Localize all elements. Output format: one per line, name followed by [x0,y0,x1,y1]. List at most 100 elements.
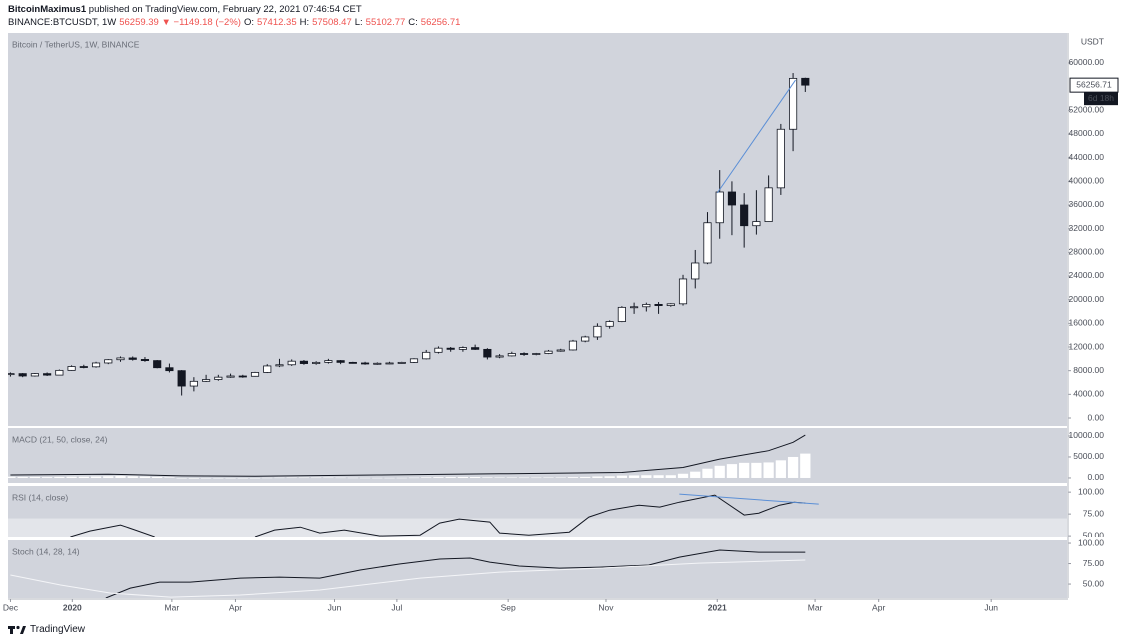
x-tick-label: Mar [165,602,180,612]
candle-body [8,373,15,376]
author: BitcoinMaximus1 [8,4,87,15]
candle-body [153,360,162,369]
candle-body [801,77,810,86]
candle-body [128,357,137,360]
pane-title: Bitcoin / TetherUS, 1W, BINANCE [12,39,140,49]
histogram-bar [103,476,114,478]
candle-body [140,359,150,362]
candle-body [348,361,357,364]
histogram-bar [262,477,273,479]
histogram-bar [543,477,554,478]
symbol-info: L: [354,17,363,28]
indicator-line [105,549,806,598]
candle-body [226,375,235,378]
histogram-bar [641,475,652,478]
x-tick-label: Apr [872,602,885,612]
y-tick-label: 12000.00 [1069,341,1105,351]
candle-body [593,325,602,338]
candle-body [556,349,565,352]
candle-body [666,303,675,306]
histogram-bar [152,476,163,478]
candle-body [483,348,492,358]
unit-label: USDT [1081,36,1104,46]
indicator-line [10,434,806,477]
candle-body [116,357,125,361]
histogram-bar [739,462,750,478]
histogram-bar [127,476,138,478]
y-tick-label: 100.00 [1078,486,1104,496]
symbol-info: 57412.35 [256,17,297,28]
y-tick-label: 0.00 [1087,472,1104,482]
histogram-bar [311,477,322,479]
y-tick-label: 75.00 [1083,508,1105,518]
candle-body [202,379,211,382]
candle-body [471,347,480,350]
candle-body [336,360,345,363]
symbol-info: H: [299,17,310,28]
trendline [716,79,796,194]
histogram-bar [8,476,16,478]
candle-body [458,347,467,350]
x-tick-label: Dec [3,602,19,612]
candle-body [752,221,761,227]
histogram-bar [616,475,628,478]
pane-background [8,33,1067,426]
candle-body [654,303,663,306]
histogram-bar [457,476,469,478]
histogram-bar [188,477,200,479]
y-tick-label: 20000.00 [1069,294,1105,304]
candle-body [189,380,198,387]
candle-body [789,77,798,130]
y-tick-label: 36000.00 [1069,199,1105,209]
histogram-bar [200,477,212,479]
histogram-bar [604,476,615,478]
candle-body [446,347,455,350]
publish-line: BitcoinMaximus1 published on TradingView… [8,3,463,16]
candle-body [519,353,529,355]
y-tick-label: 4000.00 [1073,389,1104,399]
candle-body [18,373,27,377]
histogram-bar [335,477,346,479]
candle-body [361,362,370,365]
histogram-bar [237,477,248,479]
histogram-bar [372,477,383,479]
price-tag-label: 56256.71 [1076,79,1112,89]
pane [8,73,810,396]
candle-body [165,367,174,372]
x-tick-label: Nov [598,602,614,612]
histogram-bar [17,476,28,478]
histogram-bar [359,477,371,479]
histogram-bar [690,471,701,478]
histogram-bar [421,477,432,478]
rsi-band [8,518,1067,537]
indicator-line [70,494,806,537]
candle-body [91,362,101,368]
histogram-bar [665,475,676,478]
pane [8,434,811,479]
x-tick-label: 2020 [63,602,82,612]
candle-body [764,187,773,222]
histogram-bar [726,464,738,478]
candle-body [214,376,223,380]
histogram-bar [347,477,358,479]
candle-body [544,350,553,354]
histogram-bar [433,477,444,478]
candle-body [55,369,64,376]
candle-body [30,373,39,377]
candle-body [177,370,186,387]
histogram-bar [506,477,517,478]
candle-body [263,365,272,373]
histogram-bar [225,477,236,479]
published: published on TradingView.com, February 2… [88,4,362,15]
candle-body [727,191,737,206]
chart: 0.00 4000.00 8000.00 12000.00 16000.00 20000.… [3,33,1119,612]
histogram-bar [66,476,77,478]
histogram-bar [555,477,566,478]
y-tick-label: 16000.00 [1069,318,1105,328]
y-tick-label: 100.00 [1078,537,1104,547]
histogram-bar [469,476,481,478]
candle-body [703,222,712,264]
histogram-bar [384,477,395,479]
y-tick-label: 50.00 [1083,578,1105,588]
